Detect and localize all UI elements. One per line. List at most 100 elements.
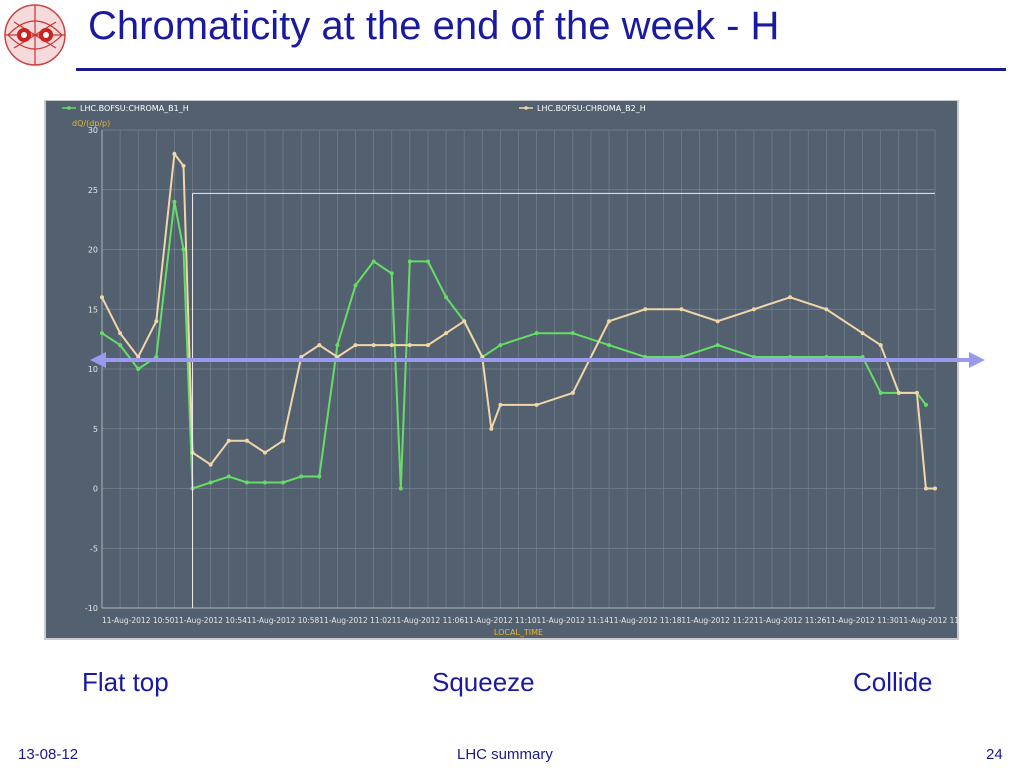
- footer-date: 13-08-12: [18, 746, 79, 763]
- data-point: [371, 259, 376, 264]
- data-point: [788, 295, 793, 300]
- x-tick-label: 11-Aug-2012 11:34: [899, 616, 959, 625]
- data-point: [181, 163, 186, 168]
- slide-title: Chromaticity at the end of the week - H: [88, 4, 780, 48]
- y-tick-label: 25: [88, 186, 98, 195]
- data-point: [425, 343, 430, 348]
- legend-bar: [46, 101, 957, 115]
- data-point: [181, 247, 186, 252]
- x-tick-label: 11-Aug-2012 11:30: [826, 616, 899, 625]
- caption-squeeze: Squeeze: [432, 667, 535, 697]
- y-tick-label: -5: [90, 544, 98, 553]
- y-tick-label: 20: [88, 246, 98, 255]
- data-point: [244, 438, 249, 443]
- x-tick-label: 11-Aug-2012 11:02: [319, 616, 392, 625]
- data-point: [896, 390, 901, 395]
- data-point: [208, 480, 213, 485]
- chromaticity-chart: LHC.BOFSU:CHROMA_B1_H LHC.BOFSU:CHROMA_B2…: [44, 100, 959, 640]
- data-point: [923, 486, 928, 491]
- data-point: [172, 199, 177, 204]
- data-point: [244, 480, 249, 485]
- x-tick-label: 11-Aug-2012 11:18: [609, 616, 682, 625]
- y-tick-label: 5: [93, 425, 98, 434]
- data-point: [607, 319, 612, 324]
- y-tick-label: 15: [88, 305, 98, 314]
- data-point: [751, 307, 756, 312]
- data-point: [317, 474, 322, 479]
- legend-label-2: LHC.BOFSU:CHROMA_B2_H: [537, 104, 646, 113]
- caption-collide: Collide: [853, 667, 933, 697]
- data-point: [878, 343, 883, 348]
- data-point: [172, 151, 177, 156]
- data-point: [389, 271, 394, 276]
- data-point: [100, 331, 104, 336]
- data-point: [607, 343, 612, 348]
- data-point: [226, 474, 231, 479]
- y-axis-title: dQ/(dp/p): [72, 119, 110, 128]
- data-point: [715, 343, 720, 348]
- data-point: [860, 331, 865, 336]
- legend-label-1: LHC.BOFSU:CHROMA_B1_H: [80, 104, 189, 113]
- legend-marker-1: [67, 106, 71, 110]
- x-tick-label: 11-Aug-2012 11:22: [681, 616, 754, 625]
- data-point: [389, 343, 394, 348]
- data-point: [262, 480, 267, 485]
- data-point: [371, 343, 376, 348]
- data-point: [226, 438, 231, 443]
- data-point: [118, 343, 123, 348]
- x-axis-title: LOCAL_TIME: [494, 628, 543, 637]
- arrow-head-left: [90, 352, 106, 368]
- data-point: [136, 367, 141, 371]
- data-point: [281, 480, 286, 485]
- data-point: [715, 319, 720, 324]
- caption-flat-top: Flat top: [82, 667, 169, 697]
- data-point: [353, 283, 358, 288]
- data-point: [923, 402, 928, 407]
- y-tick-label: 10: [88, 365, 98, 374]
- data-point: [933, 486, 937, 491]
- data-point: [444, 295, 449, 300]
- data-point: [281, 438, 286, 443]
- data-point: [317, 343, 322, 348]
- data-point: [498, 343, 503, 348]
- data-point: [398, 486, 403, 491]
- data-point: [208, 462, 213, 467]
- y-tick-label: -10: [85, 604, 98, 613]
- data-point: [498, 402, 503, 407]
- data-point: [534, 402, 539, 407]
- data-point: [914, 390, 919, 395]
- x-tick-label: 11-Aug-2012 11:06: [392, 616, 465, 625]
- data-point: [425, 259, 430, 264]
- data-point: [534, 331, 539, 336]
- data-point: [353, 343, 358, 348]
- lhc-logo: [4, 4, 66, 66]
- data-point: [570, 390, 575, 395]
- data-point: [154, 319, 159, 324]
- data-point: [489, 426, 494, 431]
- data-point: [100, 295, 104, 300]
- data-point: [335, 343, 340, 348]
- data-point: [118, 331, 123, 336]
- data-point: [679, 307, 684, 312]
- footer-title: LHC summary: [457, 746, 553, 763]
- y-tick-label: 0: [93, 485, 98, 494]
- x-tick-label: 11-Aug-2012 11:14: [537, 616, 610, 625]
- data-point: [824, 307, 829, 312]
- data-point: [407, 259, 412, 264]
- title-underline: [76, 68, 1006, 71]
- plot-area: [46, 115, 957, 625]
- x-tick-label: 11-Aug-2012 11:26: [754, 616, 827, 625]
- data-point: [407, 343, 412, 348]
- y-tick-label: 30: [88, 126, 98, 135]
- data-point: [643, 307, 648, 312]
- legend-marker-2: [524, 106, 528, 110]
- data-point: [878, 390, 883, 395]
- series-line-2: [101, 151, 935, 490]
- arrow-head-right: [969, 352, 985, 368]
- page-number: 24: [986, 746, 1003, 763]
- data-point: [262, 450, 267, 455]
- x-tick-label: 11-Aug-2012 10:54: [174, 616, 247, 625]
- data-point: [299, 474, 304, 479]
- x-tick-label: 11-Aug-2012 10:58: [247, 616, 320, 625]
- data-point: [444, 331, 449, 336]
